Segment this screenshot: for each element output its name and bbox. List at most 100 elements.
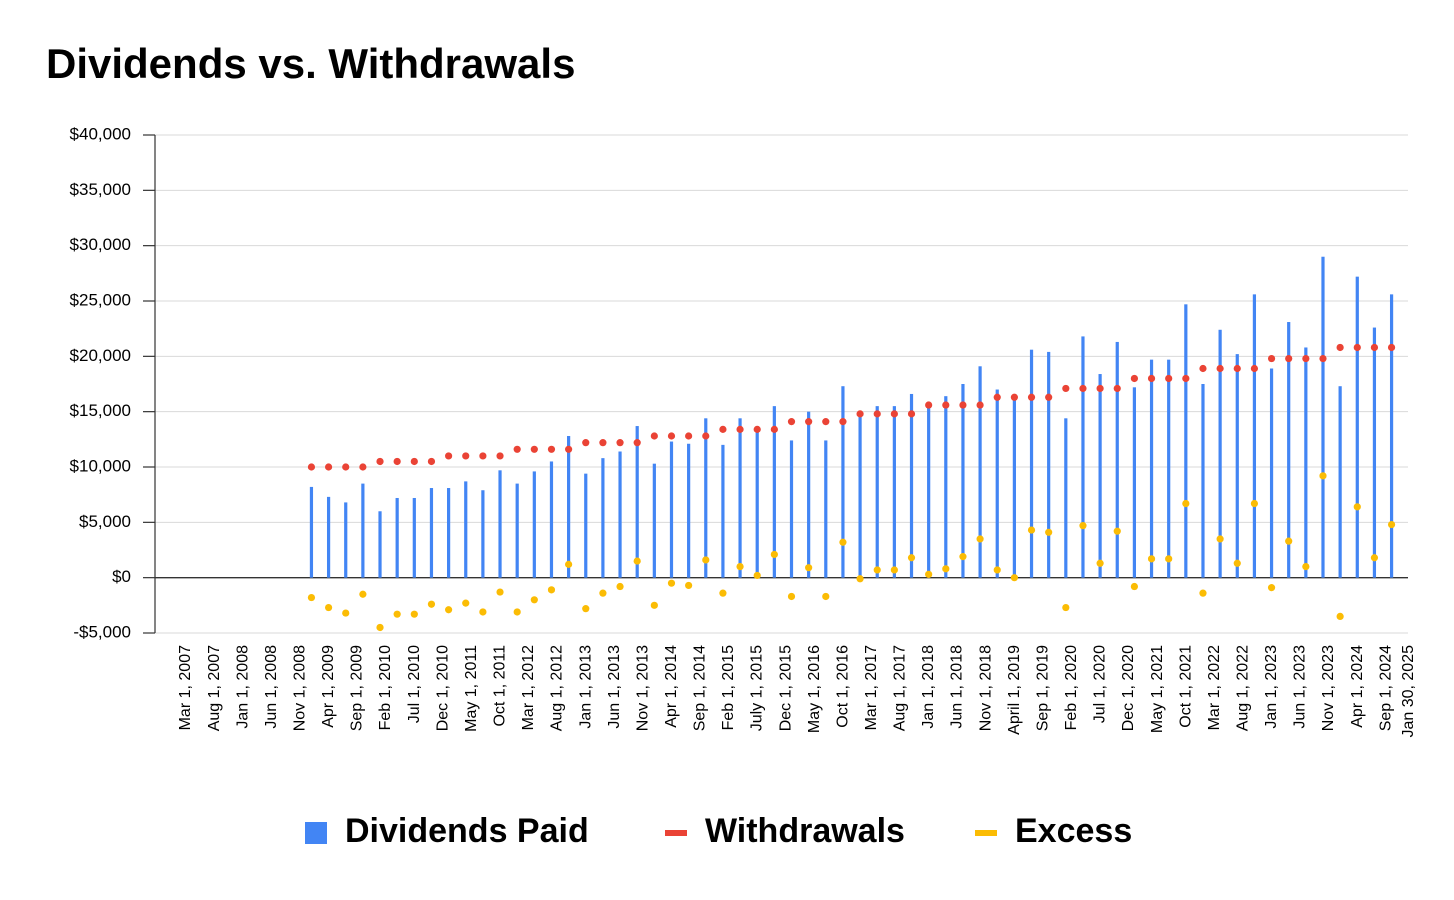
bar (1081, 336, 1085, 578)
dot (393, 610, 401, 618)
bar (464, 481, 468, 578)
x-tick-label: Dec 1, 2010 (434, 645, 451, 731)
x-tick-label: Apr 1, 2014 (663, 645, 680, 728)
x-tick-label: May 1, 2021 (1149, 645, 1166, 733)
dot (959, 553, 967, 561)
dot (530, 596, 538, 604)
dot (479, 452, 487, 460)
dot (993, 393, 1001, 401)
dot (856, 410, 864, 418)
dot (376, 623, 384, 632)
x-tick-label: Jan 1, 2008 (234, 645, 251, 729)
dot (736, 563, 744, 571)
bar (1098, 374, 1102, 578)
bar (875, 406, 879, 578)
y-tick-label: -$5,000 (73, 622, 131, 641)
dot (324, 463, 333, 471)
x-tick-label: Dec 1, 2015 (777, 645, 794, 731)
dot (1336, 343, 1344, 352)
dot (856, 575, 864, 583)
bar (1304, 347, 1308, 578)
legend-swatch (975, 830, 997, 836)
dot (1010, 393, 1018, 401)
dot (1079, 522, 1087, 530)
bar (429, 488, 434, 578)
bar (1012, 397, 1016, 578)
bar (1201, 384, 1205, 578)
dot (633, 557, 641, 565)
dot (1062, 384, 1070, 393)
bar (927, 407, 931, 578)
x-tick-label: Mar 1, 2022 (1206, 645, 1223, 730)
dot (736, 425, 744, 433)
dot (1216, 535, 1224, 543)
bar (944, 396, 948, 578)
dot (890, 566, 898, 574)
dot (702, 556, 710, 564)
bar (635, 426, 639, 578)
dot (1045, 528, 1053, 536)
dot (376, 457, 384, 466)
x-tick-label: Feb 1, 2010 (377, 645, 394, 731)
dot (787, 592, 796, 601)
x-tick-label: Jan 1, 2023 (1263, 645, 1280, 729)
bar (1287, 322, 1291, 578)
dot (1027, 526, 1036, 534)
bar (995, 389, 999, 578)
bar (892, 406, 896, 578)
x-tick-label: Apr 1, 2024 (1349, 645, 1366, 728)
dot (1165, 374, 1173, 383)
y-tick-label: $20,000 (70, 346, 131, 365)
dot (1336, 612, 1344, 621)
dot (942, 401, 950, 409)
dot (719, 589, 727, 597)
x-tick-label: Sep 1, 2014 (692, 645, 709, 731)
x-tick-label: Jan 1, 2018 (920, 645, 937, 729)
bar (1184, 304, 1188, 578)
bar (858, 414, 862, 578)
bar (1167, 359, 1171, 578)
legend-label: Withdrawals (705, 812, 905, 850)
bar (618, 451, 622, 578)
bar (1064, 418, 1068, 578)
bar (1338, 386, 1342, 578)
dot (1319, 472, 1327, 480)
dot (582, 439, 590, 447)
dot (925, 401, 933, 409)
dot (1113, 384, 1121, 393)
dot (667, 579, 676, 587)
bar (1372, 327, 1377, 578)
dot (650, 432, 658, 440)
bar (515, 483, 519, 578)
dot (1387, 520, 1396, 529)
bar (1321, 256, 1325, 578)
dot (770, 550, 778, 559)
y-tick-label: $10,000 (70, 456, 131, 475)
dot (1233, 364, 1241, 373)
dot (445, 606, 453, 614)
dot (667, 432, 676, 440)
dot (1216, 364, 1224, 373)
dot (1302, 563, 1310, 571)
dot (1096, 384, 1104, 393)
chart-title: Dividends vs. Withdrawals (46, 40, 575, 87)
dot (839, 418, 847, 426)
dot (599, 439, 607, 447)
x-tick-label: Oct 1, 2016 (834, 645, 851, 728)
x-tick-label: Nov 1, 2023 (1320, 645, 1337, 731)
x-tick-label: Mar 1, 2017 (863, 645, 880, 730)
dot (1045, 393, 1053, 401)
bar (1252, 294, 1257, 578)
dot (1285, 354, 1293, 363)
dot (1250, 499, 1259, 508)
bar (549, 461, 554, 578)
dot (1062, 603, 1070, 612)
y-tick-label: $40,000 (70, 124, 131, 143)
bar (309, 486, 314, 578)
dot (565, 445, 573, 453)
dot (1182, 499, 1190, 508)
x-tick-label: Jun 1, 2023 (1292, 645, 1309, 729)
y-tick-label: $5,000 (79, 512, 131, 531)
